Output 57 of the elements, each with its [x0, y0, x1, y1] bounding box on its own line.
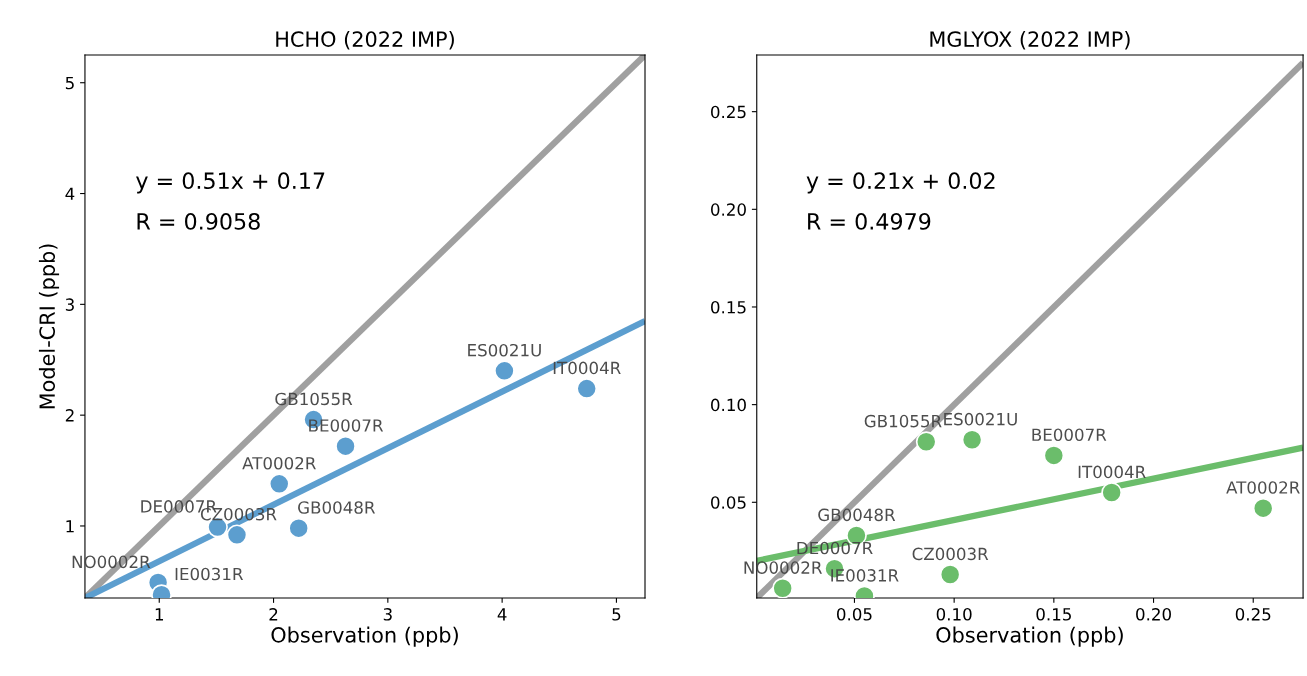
y-tick-label: 0.20	[711, 203, 746, 216]
annotation: IE0031R	[175, 567, 244, 581]
annotation: IE0031R	[831, 569, 899, 582]
annotation: R = 0.4979	[808, 212, 931, 230]
chart-title: MGLYOX (2022 IMP)	[930, 30, 1130, 50]
point	[335, 435, 356, 457]
x-tick-label: 0.15	[1036, 608, 1071, 621]
point	[915, 431, 937, 453]
point	[1252, 497, 1274, 519]
y-tick-label: 5	[65, 76, 74, 90]
y-tick-label: 3	[65, 298, 74, 311]
y-tick-label: 0.05	[711, 496, 746, 509]
point	[961, 429, 983, 451]
point	[268, 473, 290, 495]
point	[576, 378, 598, 399]
annotation: R = 0.9058	[137, 212, 260, 230]
annotation: BE0007R	[1032, 428, 1107, 442]
x-tick-label: 4	[497, 608, 507, 621]
x-tick-label: 2	[269, 608, 278, 621]
annotation: ES0021U	[944, 412, 1017, 426]
x-tick-label: 3	[383, 608, 392, 621]
y-tick-label: 0.10	[711, 398, 746, 412]
annotation: IT0004R	[1078, 465, 1146, 479]
x-tick-label: 1	[155, 608, 164, 621]
annotation: GB1055R	[275, 392, 353, 406]
chart-title: HCHO (2022 IMP)	[276, 30, 454, 50]
y-axis-title: Model-CRI (ppb)	[38, 244, 60, 409]
point	[288, 517, 310, 539]
x-tick-label: 0.25	[1235, 608, 1271, 621]
y-tick-label: 2	[65, 409, 74, 422]
y-tick-label: 0.15	[711, 300, 746, 314]
point	[1101, 482, 1123, 503]
x-tick-label: 0.20	[1136, 608, 1171, 621]
annotation: y = 0.21x + 0.02	[806, 172, 995, 194]
annotation: GB0048R	[818, 508, 896, 522]
annotation: GB0048R	[298, 501, 376, 514]
y-tick-label: 4	[65, 187, 75, 200]
annotation: AT0002R	[242, 456, 316, 470]
y-tick-label: 0.25	[711, 105, 746, 119]
annotation: CZ0003R	[912, 547, 989, 561]
x-axis-title: Observation (ppb)	[271, 626, 458, 647]
point	[772, 577, 794, 598]
annotation: y = 0.51x + 0.17	[136, 172, 325, 194]
point	[226, 524, 248, 546]
x-tick-label: 5	[612, 608, 621, 621]
point	[494, 360, 515, 382]
x-tick-label: 0.10	[936, 608, 972, 621]
point	[939, 564, 961, 585]
annotation: GB1055R	[864, 414, 942, 428]
annotation: ES0021U	[468, 343, 541, 357]
annotation: IT0004R	[553, 361, 621, 375]
y-tick-label: 1	[66, 520, 74, 533]
annotation: BE0007R	[309, 419, 384, 432]
x-tick-label: 0.05	[837, 608, 872, 621]
point	[1043, 445, 1065, 466]
annotation: AT0002R	[1226, 481, 1300, 494]
x-axis-title: Observation (ppb)	[936, 626, 1123, 647]
